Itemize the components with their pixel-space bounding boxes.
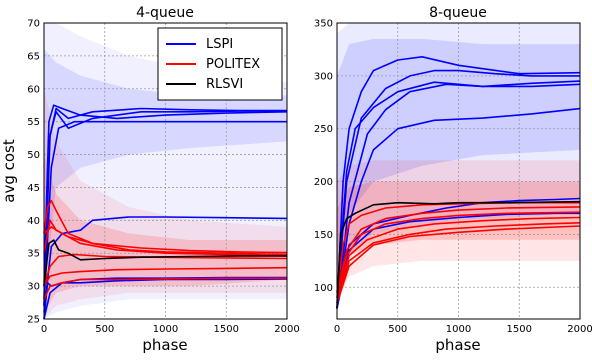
y-tick-label: 45 [27,183,40,194]
x-tick-label: 2000 [567,324,592,335]
series-line [336,55,581,309]
x-tick-label: 0 [334,324,340,335]
y-tick-label: 25 [27,315,40,326]
x-tick-label: 500 [388,324,407,335]
series-line [336,80,581,298]
series-line [43,219,288,254]
series-line [43,226,288,257]
series-line [336,216,581,299]
series-line [336,206,581,293]
series-line [43,277,287,300]
plot-area-frame [43,22,288,320]
legend-entry-politex: POLITEX [166,57,260,72]
series-line [43,266,288,287]
y-axis-label: avg cost [0,139,18,203]
confidence-band [337,181,580,293]
confidence-band [44,88,287,319]
y-tick-label: 40 [27,216,40,227]
y-tick-label: 350 [314,19,333,30]
y-tick-label: 300 [314,71,333,82]
gridlines [337,23,580,319]
series-line [43,253,288,287]
series-line [43,110,287,306]
chart-title: 8-queue [429,5,487,21]
series-line [336,83,581,309]
x-tick-label: 0 [41,324,47,335]
x-axis-label: phase [142,336,187,354]
plot-area-frame [336,22,581,320]
x-axis-label: phase [435,336,480,354]
x-tick-labels: 0 500 1000 1500 2000 [41,324,300,335]
x-tick-label: 1000 [446,324,471,335]
y-tick-labels: 25 30 35 40 45 50 55 60 65 70 [27,19,40,326]
series-line [336,225,581,304]
y-tick-labels: 100 150 200 250 300 350 [314,19,333,294]
series-line [336,211,581,299]
y-tick-label: 55 [27,117,40,128]
chart-panel-4-queue: 0 500 1000 1500 2000 25 30 35 40 45 50 55 60 65 70 4-… [0,5,300,354]
series-line [336,200,581,309]
x-tick-label: 500 [95,324,114,335]
legend-entry-lspi: LSPI [166,37,233,52]
series-line [336,107,581,309]
y-tick-label: 70 [27,19,40,30]
x-tick-label: 1500 [214,324,239,335]
y-tick-label: 60 [27,84,40,95]
x-tick-label: 2000 [274,324,299,335]
y-tick-label: 30 [27,282,40,293]
x-tick-label: 1500 [507,324,532,335]
legend-label: RLSVI [206,77,243,92]
y-tick-label: 100 [314,283,333,294]
y-tick-label: 65 [27,51,40,62]
series-line [43,120,287,306]
legend-entry-rlsvi: RLSVI [166,77,243,92]
chart-panel-8-queue: 0 500 1000 1500 2000 100 150 200 250 300 350 8-qu… [314,5,592,354]
chart-title: 4-queue [136,5,194,21]
legend-label: POLITEX [206,57,260,72]
y-tick-label: 50 [27,150,40,161]
series-line [43,278,288,320]
series-line [336,197,581,304]
series-line [43,239,287,287]
series-line [336,69,580,304]
series-line [43,199,288,256]
series-lines [336,55,581,309]
y-tick-label: 200 [314,177,333,188]
y-tick-label: 150 [314,230,333,241]
legend-label: LSPI [206,37,233,52]
legend: LSPI POLITEX RLSVI [157,27,283,101]
y-tick-label: 250 [314,124,333,135]
series-line [336,222,581,304]
series-lines [43,104,288,320]
x-tick-labels: 0 500 1000 1500 2000 [334,324,592,335]
x-tick-label: 1000 [153,324,178,335]
y-tick-label: 35 [27,249,40,260]
